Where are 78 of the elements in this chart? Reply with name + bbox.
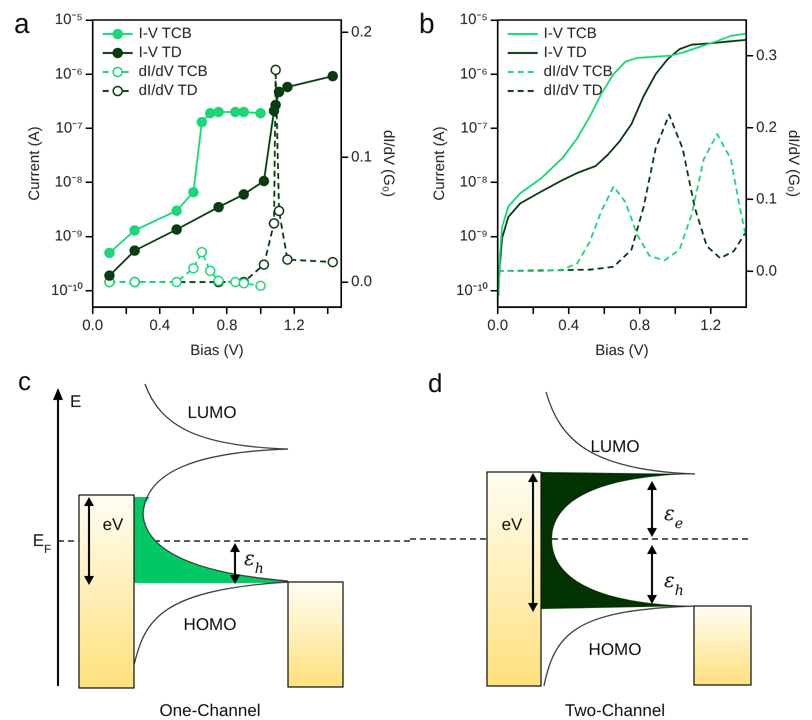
point: [213, 106, 224, 118]
point: [238, 189, 250, 200]
text: ε$_{e}$: [664, 501, 684, 532]
point: [213, 202, 224, 212]
text: c: [18, 366, 31, 396]
y2-axis-title: dI/dV (G₀): [784, 130, 802, 198]
x-tick-label: 0.8: [629, 317, 650, 334]
point: [171, 224, 182, 235]
x-tick-label: 0.4: [149, 317, 170, 334]
y2-tick-label: 0.1: [756, 190, 778, 208]
text: eV: [102, 515, 124, 534]
point: [230, 106, 241, 118]
y-tick-label: 10⁻⁸: [54, 174, 83, 191]
point: [282, 82, 293, 92]
text: ε$_{h}$: [244, 546, 264, 577]
x-tick-label: 1.2: [700, 317, 722, 334]
point: [238, 106, 250, 118]
legend-label: I-V TCB: [544, 25, 597, 42]
legend-label: I-V TD: [544, 44, 587, 62]
y-axis-title: Current (A): [26, 126, 44, 201]
legend-label: dI/dV TD: [544, 82, 603, 100]
point: [188, 186, 199, 198]
y-tick-label: 10⁻⁶: [54, 65, 83, 82]
y2-tick-label: 0.2: [351, 24, 372, 41]
text: E: [70, 392, 82, 411]
x-tick-label: 0.0: [487, 317, 508, 334]
x-tick-label: 0.8: [216, 317, 238, 334]
point: [129, 225, 140, 236]
y-tick-label: 10⁻⁹: [54, 228, 83, 245]
x-tick-label: 0.4: [558, 317, 580, 334]
legend-label: I-V TCB: [138, 25, 192, 42]
y-tick-label: 10⁻¹⁰: [456, 282, 488, 299]
point: [274, 86, 284, 98]
point: [129, 245, 140, 256]
x-tick-label: 1.2: [284, 317, 305, 334]
y-tick-label: 10⁻⁷: [56, 119, 83, 136]
x-tick-label: 0.0: [82, 317, 104, 334]
y-tick-label: 10⁻⁵: [460, 11, 488, 28]
y-tick-label: 10⁻⁶: [460, 65, 488, 82]
legend-label: dI/dV TCB: [138, 63, 208, 80]
point: [255, 108, 266, 118]
text: d: [428, 368, 442, 398]
chart-title: b: [419, 8, 435, 40]
point: [104, 248, 115, 258]
y2-axis-title: dI/dV (G₀): [380, 130, 397, 198]
legend-label: dI/dV TD: [138, 82, 198, 100]
y2-tick-label: 0.0: [756, 262, 778, 280]
point: [204, 108, 216, 118]
y2-tick-label: 0.0: [351, 273, 372, 290]
text: HOMO: [588, 640, 642, 659]
point: [270, 100, 281, 110]
y-tick-label: 10⁻¹⁰: [50, 282, 83, 299]
point: [258, 176, 270, 186]
point: [196, 116, 208, 128]
y-axis-title: Current (A): [431, 126, 448, 201]
y-tick-label: 10⁻⁵: [54, 11, 83, 28]
text: One-Channel: [159, 701, 261, 720]
y-tick-label: 10⁻⁹: [460, 228, 488, 245]
point: [171, 205, 182, 216]
text: LUMO: [590, 437, 640, 456]
y2-tick-label: 0.3: [756, 47, 778, 64]
text: E$_{F}$: [32, 531, 52, 556]
text: eV: [502, 515, 524, 534]
y-tick-label: 10⁻⁸: [460, 174, 488, 191]
legend-label: I-V TD: [138, 44, 182, 62]
text: Two-Channel: [564, 701, 666, 720]
chart-title: a: [14, 8, 30, 40]
text: HOMO: [184, 615, 236, 634]
text: LUMO: [187, 403, 237, 422]
x-axis-title: Bias (V): [190, 342, 244, 360]
point: [328, 70, 338, 82]
text: ε$_{h}$: [664, 568, 684, 599]
x-axis-title: Bias (V): [595, 342, 649, 360]
legend-label: dI/dV TCB: [544, 63, 613, 80]
point: [104, 270, 115, 281]
y2-tick-label: 0.1: [351, 148, 372, 166]
y-tick-label: 10⁻⁷: [460, 119, 488, 136]
y2-tick-label: 0.2: [756, 118, 778, 136]
